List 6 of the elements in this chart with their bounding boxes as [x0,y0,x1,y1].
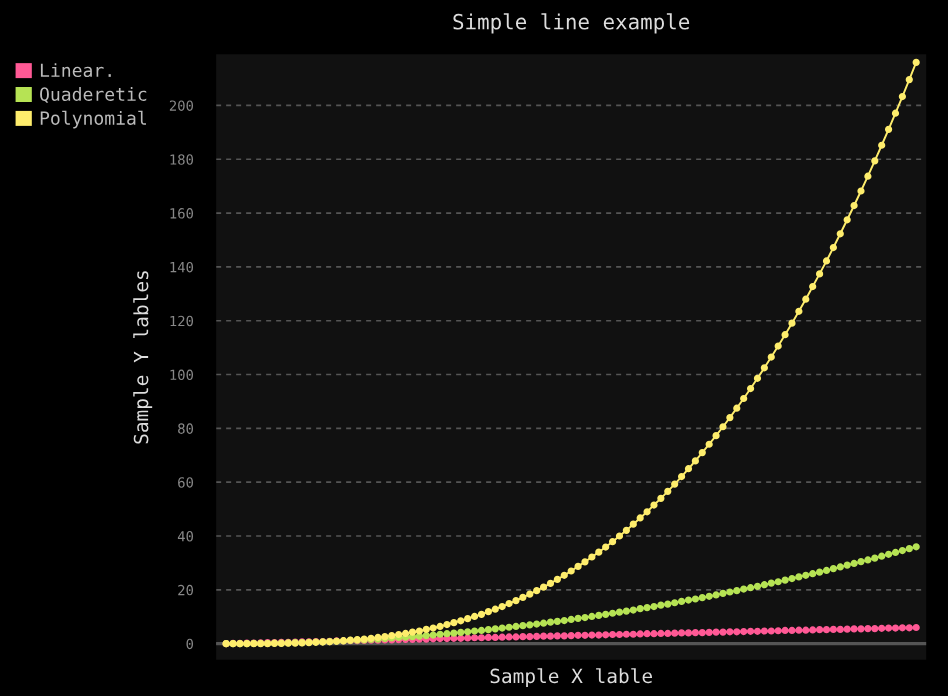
y-axis-title: Sample Y lables [133,271,153,444]
legend-label: Linear. [40,63,111,78]
legend-label: Quaderetic [40,87,147,104]
x-axis-title: Sample X lable [490,668,652,688]
chart-title: Simple line example [453,13,690,34]
legend-label: Polynomial [40,110,146,129]
